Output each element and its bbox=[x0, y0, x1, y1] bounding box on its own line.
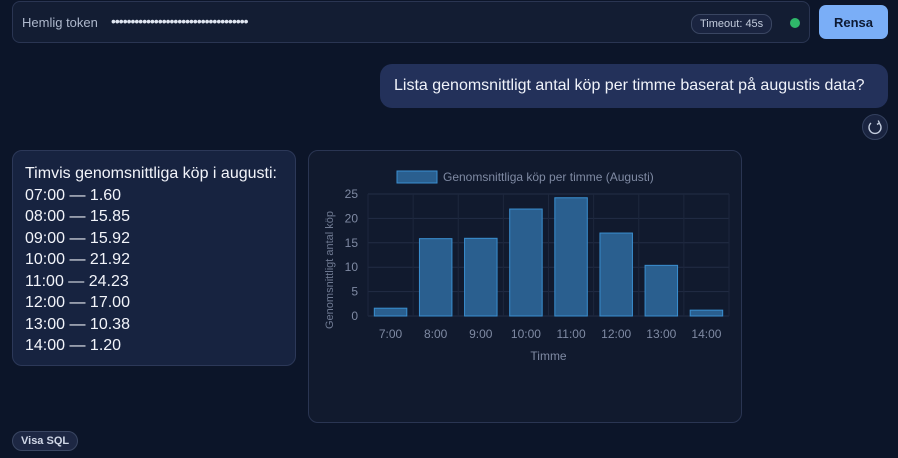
answer-title: Timvis genomsnittliga köp i augusti: bbox=[25, 165, 277, 182]
y-tick-label: 0 bbox=[351, 309, 358, 323]
assistant-answer: Timvis genomsnittliga köp i augusti: 07:… bbox=[12, 150, 296, 366]
status-indicator-icon bbox=[790, 18, 800, 28]
bar bbox=[464, 237, 498, 317]
y-tick-label: 15 bbox=[345, 236, 359, 250]
legend-swatch bbox=[396, 170, 438, 184]
bar bbox=[599, 232, 633, 317]
x-tick-label: 7:00 bbox=[379, 327, 403, 341]
x-tick-label: 12:00 bbox=[601, 327, 631, 341]
show-sql-button[interactable]: Visa SQL bbox=[12, 431, 79, 451]
answer-row: 08:00 — 15.85 bbox=[25, 208, 130, 225]
retry-icon[interactable] bbox=[862, 114, 888, 140]
bar bbox=[644, 264, 679, 317]
bar bbox=[509, 208, 543, 317]
x-tick-label: 13:00 bbox=[646, 327, 676, 341]
chart-panel: 0 5 10 15 20 25 7:00 8:00 9:00 10:00 11:00 12:00 13:… bbox=[308, 150, 742, 423]
answer-row: 07:00 — 1.60 bbox=[25, 186, 122, 204]
y-tick-label: 25 bbox=[345, 187, 359, 201]
answer-row: 11:00 — 24.23 bbox=[25, 272, 129, 290]
token-input[interactable]: ••••••••••••••••••••••••••••••••••• bbox=[111, 13, 249, 29]
x-axis-title: Timme bbox=[530, 349, 567, 363]
answer-row: 10:00 — 21.92 bbox=[25, 251, 130, 268]
x-tick-label: 14:00 bbox=[691, 327, 721, 341]
clear-button[interactable]: Rensa bbox=[819, 5, 888, 39]
answer-list: 07:00 — 1.60 08:00 — 15.85 09:00 — 15.92 10… bbox=[25, 185, 283, 357]
y-tick-label: 5 bbox=[351, 285, 358, 299]
answer-row: 14:00 — 1.20 bbox=[25, 337, 122, 354]
x-tick-label: 8:00 bbox=[424, 327, 448, 341]
bar-chart: 0 5 10 15 20 25 7:00 8:00 9:00 10:00 11:00 12:00 13:… bbox=[324, 170, 730, 363]
token-bar: Hemlig token •••••••••••••••••••••••••••… bbox=[12, 1, 810, 43]
y-axis-title: Genomsnittligt antal köp bbox=[324, 211, 336, 329]
x-tick-label: 11:00 bbox=[556, 327, 585, 341]
y-tick-label: 20 bbox=[345, 211, 359, 225]
y-tick-label: 10 bbox=[345, 260, 359, 274]
token-label: Hemlig token bbox=[22, 15, 98, 30]
answer-row: 13:00 — 10.38 bbox=[25, 315, 130, 333]
legend-label: Genomsnittliga köp per timme (Augusti) bbox=[443, 170, 654, 184]
answer-row: 12:00 — 17.00 bbox=[25, 294, 130, 311]
bar bbox=[554, 197, 588, 317]
bar bbox=[418, 238, 453, 317]
bar bbox=[689, 309, 724, 317]
timeout-badge: Timeout: 45s bbox=[691, 14, 773, 34]
answer-row: 09:00 — 15.92 bbox=[25, 229, 130, 247]
x-tick-label: 9:00 bbox=[469, 327, 493, 341]
user-message: Lista genomsnittligt antal köp per timme… bbox=[380, 64, 888, 108]
x-tick-label: 10:00 bbox=[511, 327, 541, 341]
bar bbox=[373, 307, 408, 317]
